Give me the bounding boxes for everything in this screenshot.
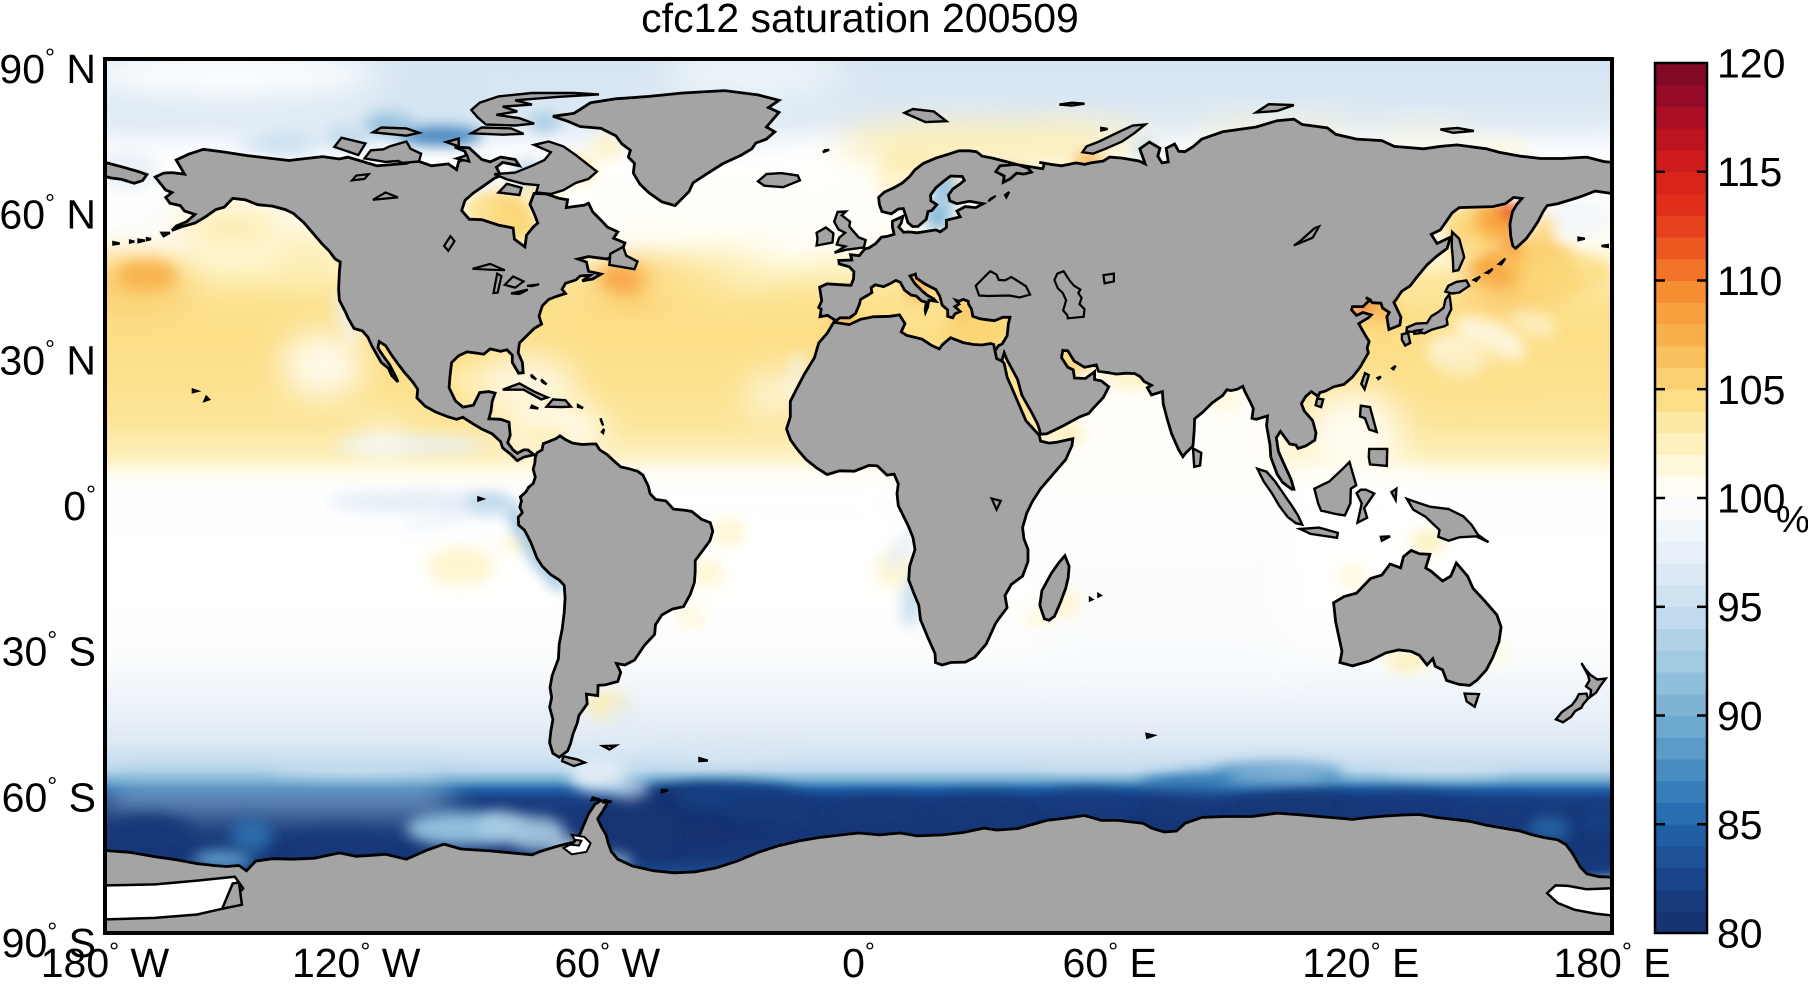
svg-text:100: 100 (1717, 476, 1785, 522)
svg-text:180° W: 180° W (41, 938, 170, 984)
svg-text:90° N: 90° N (0, 44, 96, 92)
svg-text:110: 110 (1717, 258, 1782, 304)
svg-text:180° E: 180° E (1553, 938, 1670, 984)
svg-text:120° W: 120° W (292, 938, 421, 984)
svg-text:115: 115 (1717, 149, 1782, 195)
svg-text:85: 85 (1717, 802, 1763, 848)
svg-text:120: 120 (1717, 41, 1785, 87)
svg-text:60° W: 60° W (554, 938, 660, 984)
svg-text:105: 105 (1717, 367, 1785, 413)
svg-text:95: 95 (1717, 584, 1763, 630)
svg-text:80: 80 (1717, 911, 1763, 957)
svg-text:90: 90 (1717, 693, 1763, 739)
svg-text:60° S: 60° S (2, 772, 96, 820)
svg-text:cfc12 saturation 200509: cfc12 saturation 200509 (641, 0, 1079, 41)
svg-text:30° S: 30° S (2, 627, 96, 675)
svg-text:%: % (1776, 499, 1808, 541)
svg-text:120° E: 120° E (1302, 938, 1419, 984)
